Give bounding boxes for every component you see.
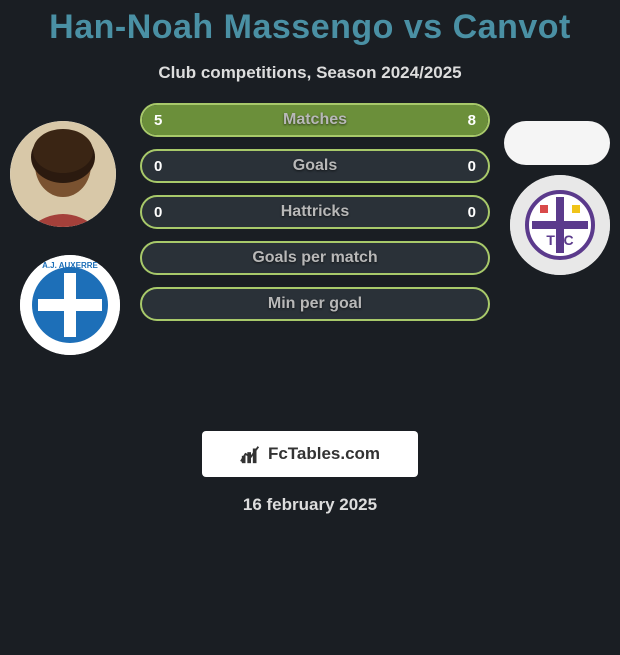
player-right-avatar bbox=[504, 121, 610, 165]
stat-row: 5Matches8 bbox=[140, 103, 490, 137]
page-title: Han-Noah Massengo vs Canvot bbox=[0, 0, 620, 47]
date-label: 16 february 2025 bbox=[0, 495, 620, 515]
stat-row: Min per goal bbox=[140, 287, 490, 321]
comparison-panel: A.J. AUXERRE TFC 5Matches80Goals00Hattri… bbox=[0, 103, 620, 423]
bar-chart-icon bbox=[240, 443, 262, 465]
stat-row: 0Goals0 bbox=[140, 149, 490, 183]
stat-label: Goals bbox=[142, 157, 488, 175]
auxerre-crest-icon: A.J. AUXERRE bbox=[20, 255, 120, 355]
subtitle: Club competitions, Season 2024/2025 bbox=[0, 63, 620, 83]
stat-bars: 5Matches80Goals00Hattricks0Goals per mat… bbox=[140, 103, 490, 333]
stat-label: Hattricks bbox=[142, 203, 488, 221]
svg-text:A.J. AUXERRE: A.J. AUXERRE bbox=[42, 261, 98, 270]
stat-left-value: 0 bbox=[154, 158, 162, 175]
stat-label: Min per goal bbox=[142, 295, 488, 313]
stat-row: Goals per match bbox=[140, 241, 490, 275]
branding-badge[interactable]: FcTables.com bbox=[202, 431, 418, 477]
player-left-avatar bbox=[10, 121, 116, 227]
club-crest-right: TFC bbox=[510, 175, 610, 275]
avatar-placeholder-icon bbox=[10, 121, 116, 227]
stat-label: Matches bbox=[142, 111, 488, 129]
spacer bbox=[0, 515, 620, 655]
toulouse-crest-icon: TFC bbox=[510, 175, 610, 275]
stat-right-value: 0 bbox=[468, 204, 476, 221]
branding-text: FcTables.com bbox=[268, 444, 380, 464]
club-crest-left: A.J. AUXERRE bbox=[20, 255, 120, 355]
svg-text:TFC: TFC bbox=[546, 232, 573, 248]
stat-row: 0Hattricks0 bbox=[140, 195, 490, 229]
stat-left-value: 0 bbox=[154, 204, 162, 221]
stat-label: Goals per match bbox=[142, 249, 488, 267]
stat-right-value: 8 bbox=[468, 112, 476, 129]
stat-left-value: 5 bbox=[154, 112, 162, 129]
stat-right-value: 0 bbox=[468, 158, 476, 175]
